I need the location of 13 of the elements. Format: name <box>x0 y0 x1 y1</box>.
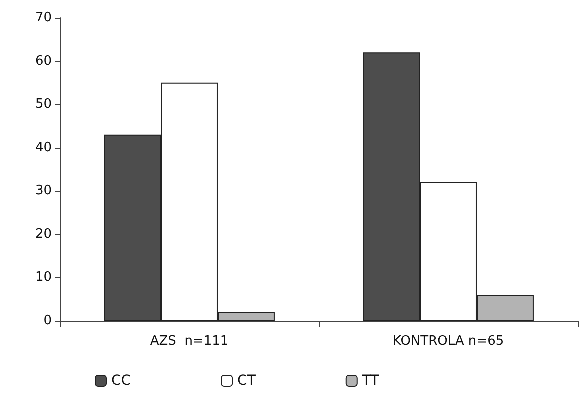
y-tick-label: 20 <box>35 226 52 242</box>
y-tick-label: 50 <box>35 97 52 112</box>
y-tick-label: 40 <box>35 140 52 156</box>
x-tick-label: KONTROLA n=65 <box>392 334 504 349</box>
legend-label: CT <box>238 373 256 389</box>
y-tick-label: 70 <box>35 10 52 26</box>
y-tick-label: 30 <box>35 184 52 199</box>
legend-label: CC <box>112 373 132 389</box>
y-tick-label: 0 <box>44 314 52 328</box>
x-tick-label: AZS n=111 <box>150 334 229 349</box>
legend-label: TT <box>361 373 380 389</box>
y-tick-label: 10 <box>35 270 52 286</box>
y-tick-label: 60 <box>35 54 52 69</box>
